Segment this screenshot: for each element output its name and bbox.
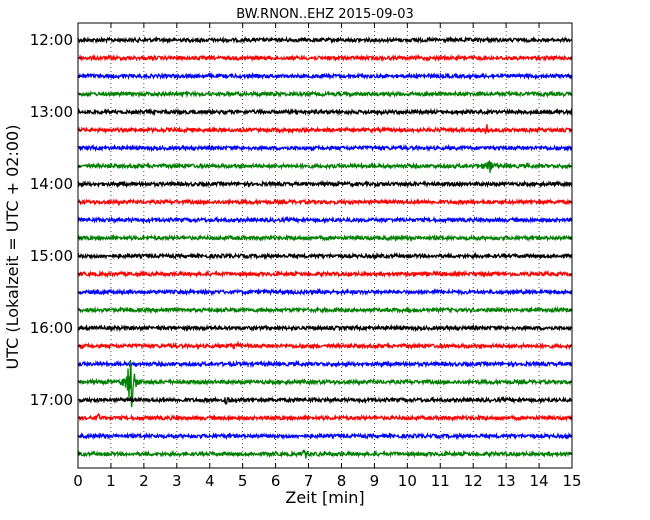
trace-1730 [77,431,573,441]
trace-1445 [77,233,573,243]
x-tick-label: 1 [106,472,116,490]
x-tick-label: 12 [464,472,483,490]
trace-1315 [77,124,573,135]
plot-frame [77,22,573,469]
trace-1600 [77,323,573,333]
x-tick-label: 2 [139,472,149,490]
x-tick-label: 0 [73,472,83,490]
x-tick-label: 7 [304,472,314,490]
trace-1215 [77,53,573,63]
trace-1345 [77,159,573,173]
x-tick-label: 3 [172,472,182,490]
trace-1515 [77,269,573,279]
trace-1330 [77,143,573,153]
x-tick-label: 8 [337,472,347,490]
plot-background [78,23,572,468]
trace-1415 [77,197,573,207]
trace-1530 [77,287,573,297]
axis-ticks: 0 1 2 3 4 5 6 7 8 9 10 11 12 13 14 1512:0013:0014:0015:… [30,23,582,490]
x-tick-label: 5 [238,472,248,490]
trace-1545 [77,305,573,315]
trace-1230 [77,71,573,81]
trace-1745 [77,449,573,459]
trace-1300 [77,107,573,117]
trace-1200 [77,35,573,45]
x-axis-label: Zeit [min] [285,488,364,507]
trace-1645 [77,360,573,408]
trace-1615 [77,340,573,351]
trace-1700 [77,395,573,405]
y-tick-label: 15:00 [30,247,73,265]
trace-1245 [77,89,573,99]
y-tick-label: 16:00 [30,319,73,337]
trace-1430 [77,215,573,225]
x-tick-label: 11 [431,472,450,490]
y-tick-label: 17:00 [30,391,73,409]
x-tick-label: 9 [370,472,380,490]
y-tick-label: 13:00 [30,103,73,121]
trace-1630 [77,359,573,369]
x-tick-label: 6 [271,472,281,490]
trace-series [77,35,573,459]
x-tick-label: 14 [530,472,549,490]
trace-1715 [77,412,573,423]
x-tick-label: 10 [398,472,417,490]
x-tick-label: 4 [205,472,215,490]
y-tick-label: 14:00 [30,175,73,193]
x-tick-label: 13 [497,472,516,490]
y-axis-label: UTC (Lokalzeit = UTC + 02:00) [3,125,22,370]
trace-1500 [77,251,573,261]
y-tick-label: 12:00 [30,31,73,49]
chart-title: BW.RNON..EHZ 2015-09-03 [236,7,414,22]
x-tick-label: 15 [562,472,581,490]
trace-1400 [77,179,573,189]
